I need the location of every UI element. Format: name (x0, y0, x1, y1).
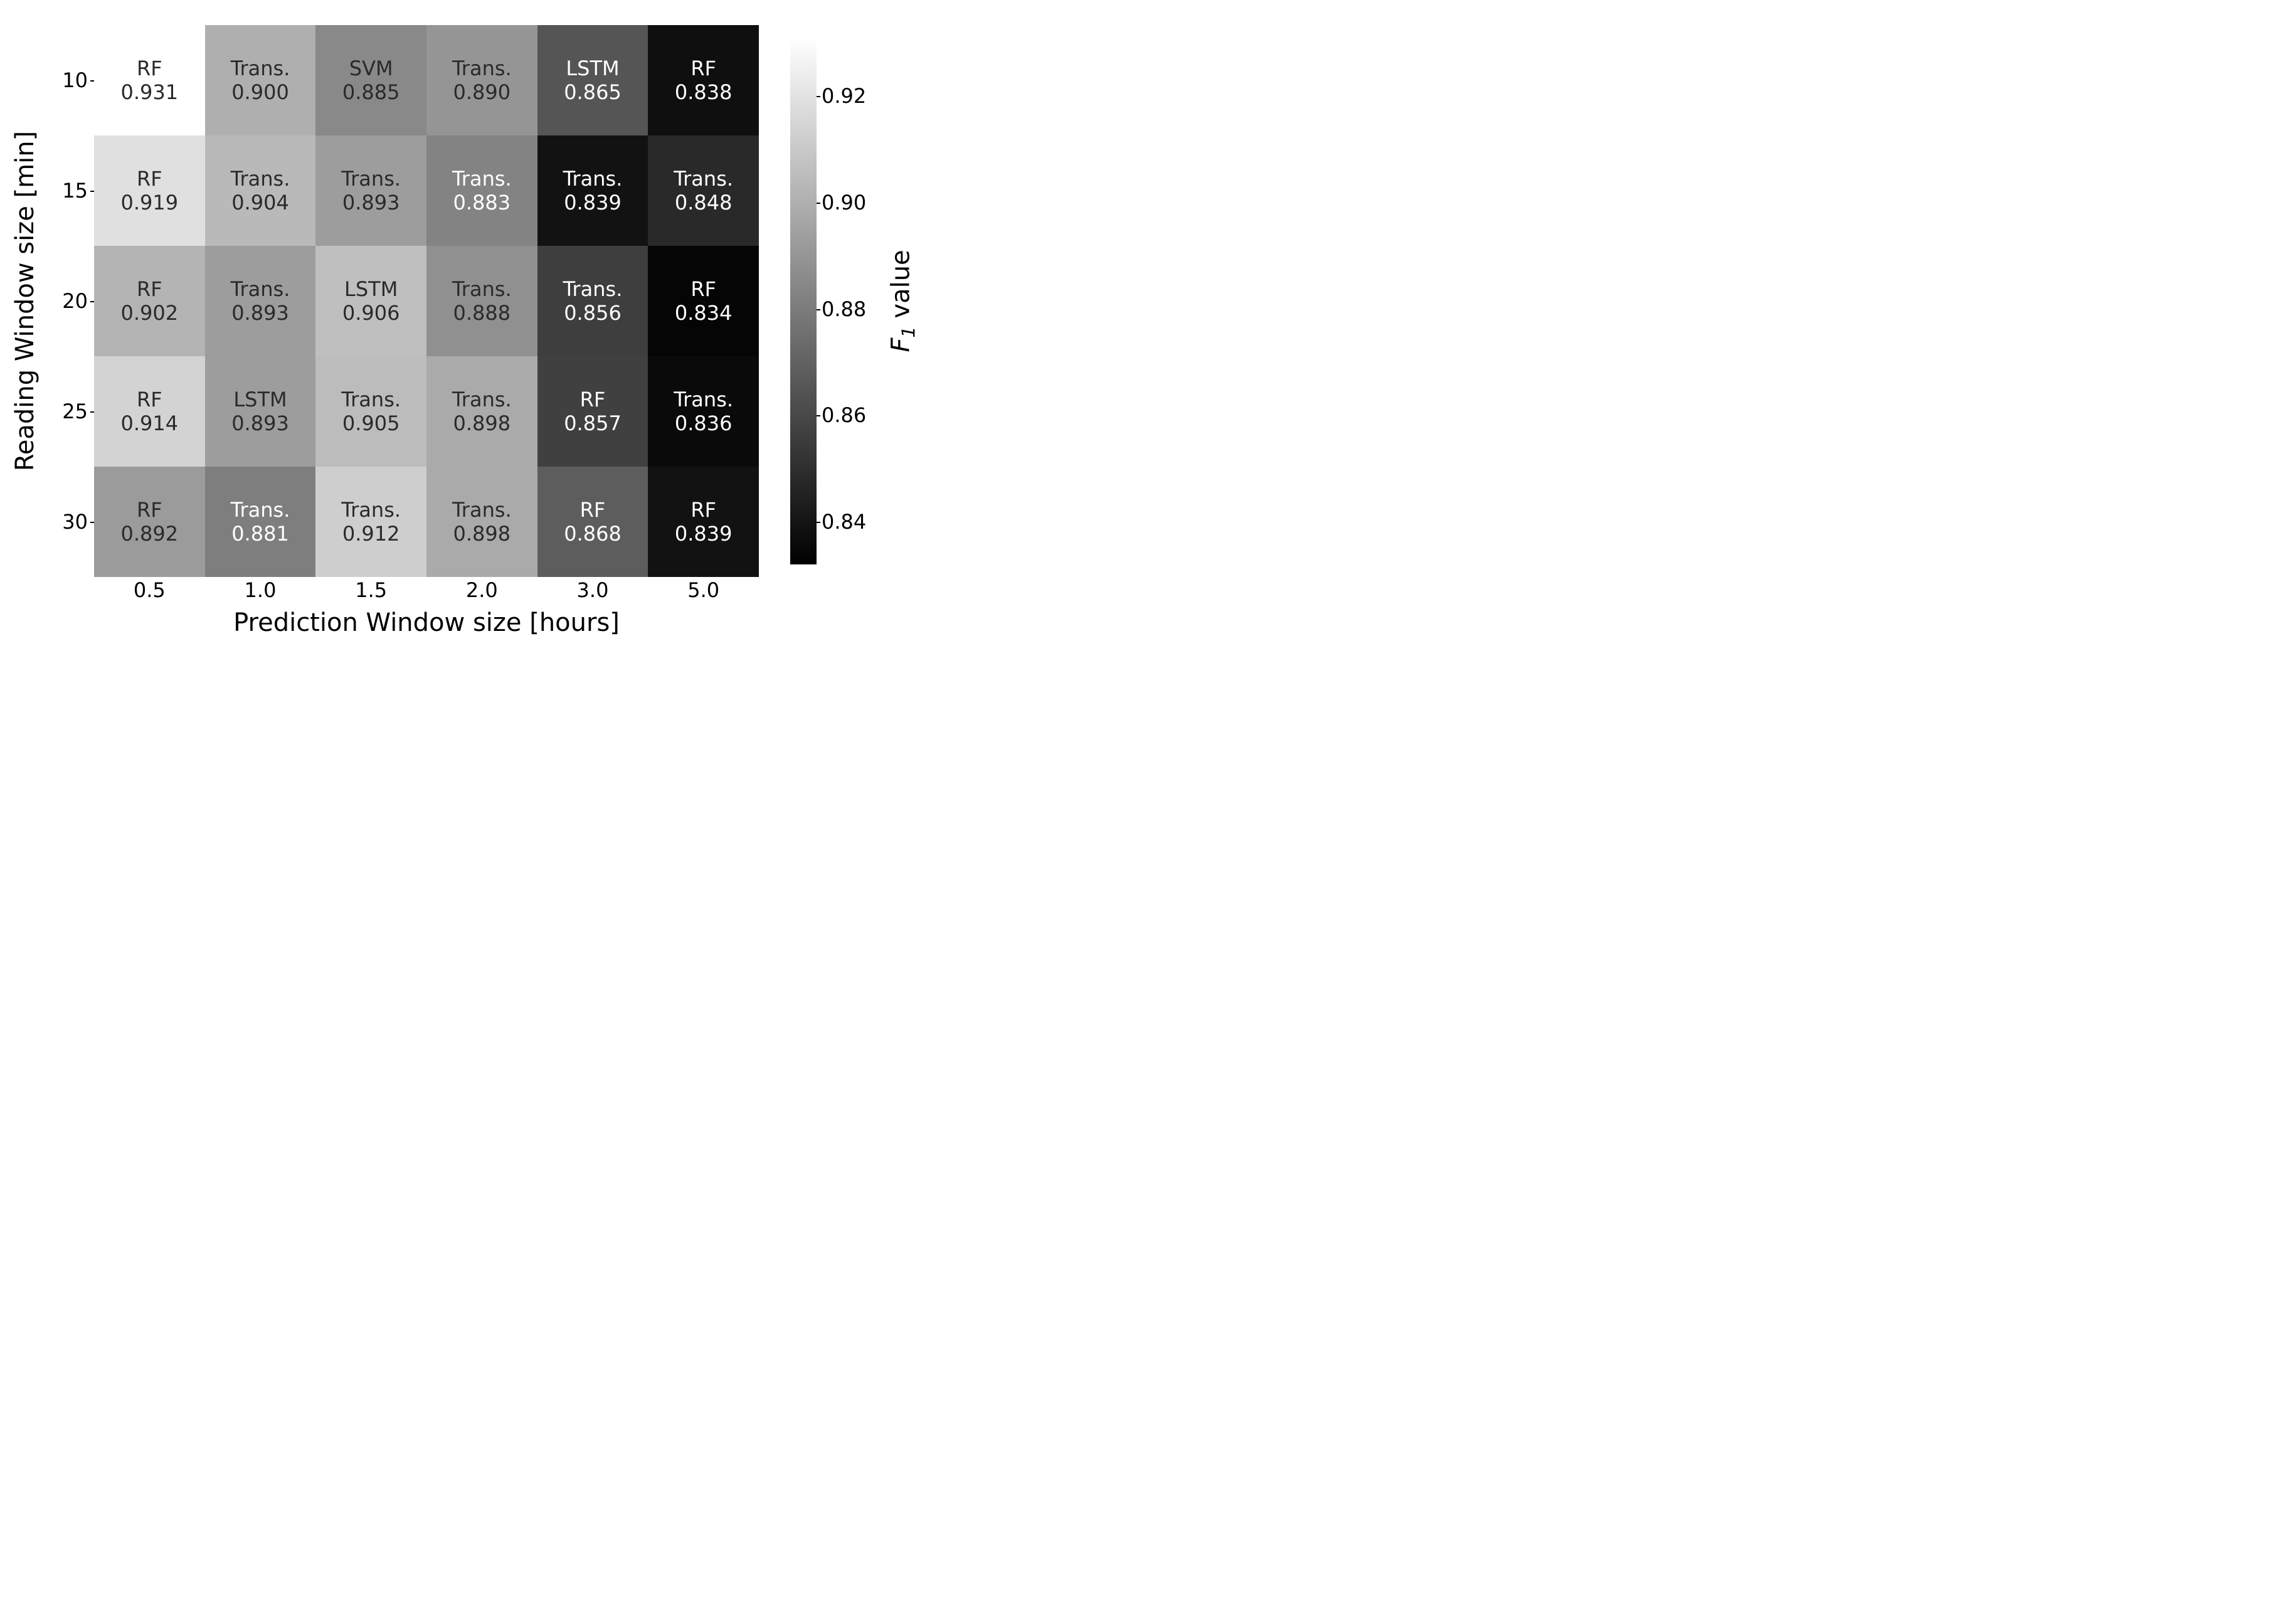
heatmap-cell: Trans. 0.856 (537, 246, 648, 356)
x-tick: 1.0 (205, 578, 316, 603)
colorbar (790, 38, 817, 564)
heatmap-cell: RF 0.914 (94, 356, 205, 467)
heatmap-cell: Trans. 0.900 (205, 25, 316, 135)
heatmap-cell: Trans. 0.898 (426, 356, 537, 467)
y-axis-label: Reading Window size [min] (13, 25, 38, 577)
heatmap-cell: RF 0.919 (94, 135, 205, 246)
x-tick: 2.0 (426, 578, 537, 603)
heatmap-cell: Trans. 0.904 (205, 135, 316, 246)
y-tick-container: 1015202530 (50, 25, 88, 577)
heatmap-cell: RF 0.834 (648, 246, 759, 356)
y-tick: 10 (50, 25, 88, 135)
x-tick: 3.0 (537, 578, 648, 603)
colorbar-tick: 0.84 (822, 510, 866, 534)
x-tick: 5.0 (648, 578, 759, 603)
colorbar-tick: 0.88 (822, 297, 866, 321)
x-tick: 0.5 (94, 578, 205, 603)
heatmap-cell: RF 0.838 (648, 25, 759, 135)
y-tick: 20 (50, 246, 88, 356)
heatmap-cell: RF 0.839 (648, 467, 759, 577)
colorbar-gradient (790, 38, 817, 564)
heatmap-cell: Trans. 0.893 (205, 246, 316, 356)
colorbar-tick: 0.86 (822, 403, 866, 427)
heatmap-cell: Trans. 0.893 (315, 135, 426, 246)
plot-area: RF 0.931Trans. 0.900SVM 0.885Trans. 0.89… (94, 25, 759, 577)
heatmap-cell: LSTM 0.893 (205, 356, 316, 467)
heatmap-cell: RF 0.902 (94, 246, 205, 356)
heatmap-cell: Trans. 0.881 (205, 467, 316, 577)
colorbar-label: F1 value (891, 38, 916, 564)
x-tick-container: 0.51.01.52.03.05.0 (94, 578, 759, 603)
colorbar-tick: 0.90 (822, 191, 866, 214)
heatmap-figure: Reading Window size [min] 1015202530 RF … (13, 13, 928, 655)
heatmap-cell: Trans. 0.912 (315, 467, 426, 577)
heatmap-cell: RF 0.857 (537, 356, 648, 467)
heatmap-cell: Trans. 0.905 (315, 356, 426, 467)
heatmap-cell: Trans. 0.888 (426, 246, 537, 356)
x-axis-label: Prediction Window size [hours] (94, 608, 759, 637)
heatmap-cell: RF 0.892 (94, 467, 205, 577)
heatmap-cell: SVM 0.885 (315, 25, 426, 135)
colorbar-tick: 0.92 (822, 84, 866, 108)
heatmap-cell: Trans. 0.836 (648, 356, 759, 467)
heatmap-cell: RF 0.868 (537, 467, 648, 577)
heatmap-cell: Trans. 0.890 (426, 25, 537, 135)
y-tick: 25 (50, 356, 88, 467)
heatmap-grid: RF 0.931Trans. 0.900SVM 0.885Trans. 0.89… (94, 25, 759, 577)
heatmap-cell: RF 0.931 (94, 25, 205, 135)
heatmap-cell: LSTM 0.865 (537, 25, 648, 135)
y-tick: 30 (50, 467, 88, 577)
y-axis-label-text: Reading Window size [min] (11, 131, 40, 471)
colorbar-label-text: F1 value (887, 250, 919, 352)
heatmap-cell: Trans. 0.883 (426, 135, 537, 246)
heatmap-cell: Trans. 0.848 (648, 135, 759, 246)
x-tick: 1.5 (315, 578, 426, 603)
heatmap-cell: Trans. 0.839 (537, 135, 648, 246)
colorbar-ticks: 0.84 0.86 0.88 0.90 0.92 (822, 38, 872, 564)
heatmap-cell: Trans. 0.898 (426, 467, 537, 577)
heatmap-cell: LSTM 0.906 (315, 246, 426, 356)
y-tick: 15 (50, 135, 88, 246)
